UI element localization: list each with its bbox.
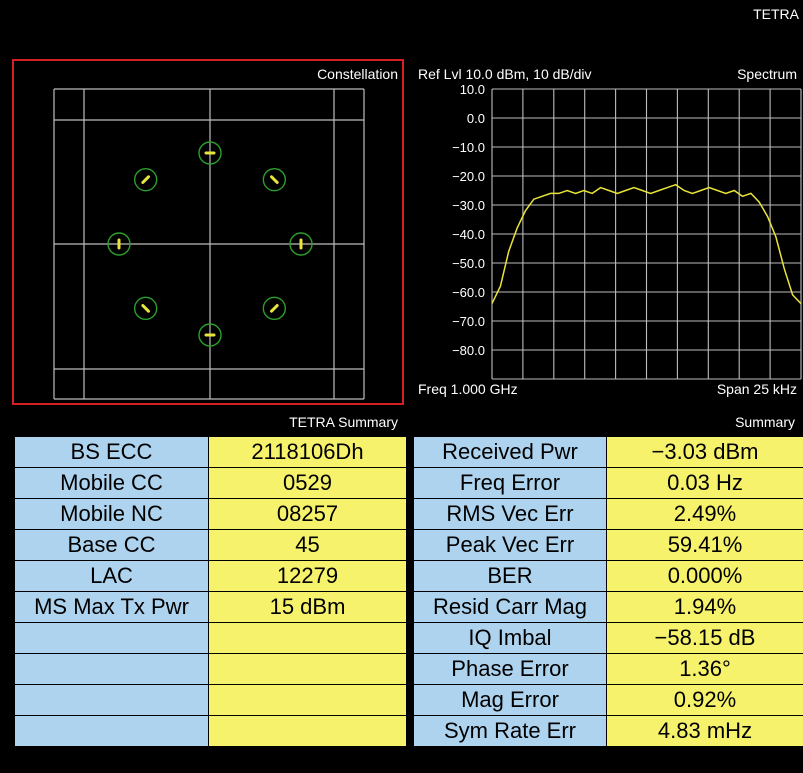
row-label: Base CC — [14, 529, 209, 561]
row-label — [14, 684, 209, 716]
row-value: 0.03 Hz — [606, 467, 803, 499]
y-tick-label: −80.0 — [452, 343, 485, 358]
row-value: −3.03 dBm — [606, 436, 803, 468]
table-row: Mobile CC 0529 — [14, 467, 407, 499]
row-label: IQ Imbal — [413, 622, 607, 654]
constellation-panel[interactable]: Constellation — [12, 59, 404, 405]
summary-title: Summary — [735, 414, 795, 430]
table-row — [14, 622, 407, 654]
row-value — [208, 684, 407, 716]
table-row: Mobile NC 08257 — [14, 498, 407, 530]
row-label — [14, 715, 209, 747]
y-tick-label: −40.0 — [452, 227, 485, 242]
table-row: IQ Imbal −58.15 dB — [413, 622, 803, 654]
constellation-point — [270, 175, 279, 184]
ref-level-label: Ref Lvl 10.0 dBm, 10 dB/div — [418, 66, 592, 82]
y-tick-label: −20.0 — [452, 169, 485, 184]
constellation-point — [141, 175, 150, 184]
row-value: 2.49% — [606, 498, 803, 530]
row-value: 45 — [208, 529, 407, 561]
row-value: 0.92% — [606, 684, 803, 716]
y-tick-label: −70.0 — [452, 314, 485, 329]
y-tick-label: 10.0 — [460, 83, 485, 97]
table-row: Freq Error 0.03 Hz — [413, 467, 803, 499]
freq-label: Freq 1.000 GHz — [418, 381, 518, 397]
symbol-circle — [262, 167, 287, 192]
row-value: 4.83 mHz — [606, 715, 803, 747]
row-value — [208, 653, 407, 685]
tetra-summary-title: TETRA Summary — [289, 414, 398, 430]
symbol-circle — [198, 323, 222, 347]
row-label: Peak Vec Err — [413, 529, 607, 561]
symbol-circle — [107, 232, 131, 256]
row-label: Sym Rate Err — [413, 715, 607, 747]
y-tick-label: −10.0 — [452, 140, 485, 155]
table-row: Resid Carr Mag 1.94% — [413, 591, 803, 623]
row-value — [208, 715, 407, 747]
spectrum-trace — [491, 183, 802, 305]
row-value: 0529 — [208, 467, 407, 499]
summary-table: Received Pwr −3.03 dBm Freq Error 0.03 Hz RM… — [413, 436, 803, 747]
tetra-summary-table: BS ECC 2118106Dh Mobile CC 0529 Mobile NC 082… — [14, 436, 407, 747]
row-label: BS ECC — [14, 436, 209, 468]
row-label: Freq Error — [413, 467, 607, 499]
spectrum-panel[interactable]: Ref Lvl 10.0 dBm, 10 dB/div Spectrum 10.… — [412, 59, 803, 405]
row-value: 1.36° — [606, 653, 803, 685]
row-label — [14, 622, 209, 654]
row-label: Phase Error — [413, 653, 607, 685]
row-label: Mobile NC — [14, 498, 209, 530]
constellation-point — [270, 304, 279, 313]
spectrum-title: Spectrum — [737, 66, 797, 82]
table-row: Peak Vec Err 59.41% — [413, 529, 803, 561]
row-label: RMS Vec Err — [413, 498, 607, 530]
table-row — [14, 684, 407, 716]
symbol-circle — [133, 296, 158, 321]
row-label: Mag Error — [413, 684, 607, 716]
row-value: 2118106Dh — [208, 436, 407, 468]
row-label: Resid Carr Mag — [413, 591, 607, 623]
y-tick-label: −60.0 — [452, 285, 485, 300]
row-label: LAC — [14, 560, 209, 592]
row-label: MS Max Tx Pwr — [14, 591, 209, 623]
symbol-circle — [262, 296, 287, 321]
symbol-circle — [198, 141, 222, 165]
row-label: Received Pwr — [413, 436, 607, 468]
row-value: 0.000% — [606, 560, 803, 592]
table-row: BER 0.000% — [413, 560, 803, 592]
row-value: 08257 — [208, 498, 407, 530]
spectrum-plot: 10.0 0.0 −10.0 −20.0 −30.0 −40.0 −50.0 −60.0 −70… — [452, 83, 802, 380]
table-row: RMS Vec Err 2.49% — [413, 498, 803, 530]
table-row — [14, 653, 407, 685]
table-row: Sym Rate Err 4.83 mHz — [413, 715, 803, 747]
y-tick-label: 0.0 — [467, 111, 485, 126]
table-row: Mag Error 0.92% — [413, 684, 803, 716]
constellation-title: Constellation — [317, 66, 398, 82]
table-row: Received Pwr −3.03 dBm — [413, 436, 803, 468]
table-row: BS ECC 2118106Dh — [14, 436, 407, 468]
symbol-circle — [289, 232, 313, 256]
table-row: Phase Error 1.36° — [413, 653, 803, 685]
table-row — [14, 715, 407, 747]
span-label: Span 25 kHz — [716, 381, 797, 397]
row-value — [208, 622, 407, 654]
table-row: Base CC 45 — [14, 529, 407, 561]
row-value: 12279 — [208, 560, 407, 592]
app-title: TETRA — [753, 6, 799, 22]
y-tick-label: −50.0 — [452, 256, 485, 271]
row-value: 59.41% — [606, 529, 803, 561]
row-label — [14, 653, 209, 685]
constellation-plot — [53, 88, 365, 400]
symbol-circle — [133, 167, 158, 192]
row-value: 15 dBm — [208, 591, 407, 623]
constellation-point — [141, 304, 150, 313]
row-label: Mobile CC — [14, 467, 209, 499]
row-label: BER — [413, 560, 607, 592]
table-row: LAC 12279 — [14, 560, 407, 592]
table-row: MS Max Tx Pwr 15 dBm — [14, 591, 407, 623]
row-value: −58.15 dB — [606, 622, 803, 654]
y-tick-label: −30.0 — [452, 198, 485, 213]
row-value: 1.94% — [606, 591, 803, 623]
